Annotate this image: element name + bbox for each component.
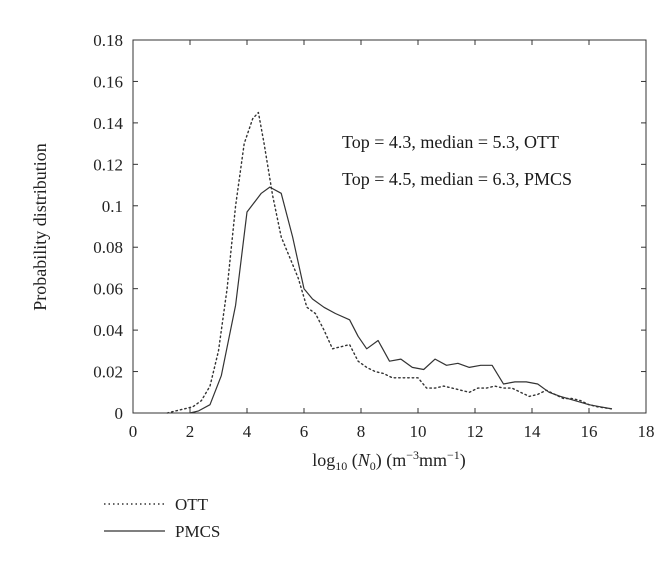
x-tick-label: 6 — [300, 422, 309, 441]
x-tick-label: 8 — [357, 422, 366, 441]
x-axis-title-var: N — [357, 450, 371, 470]
series-line-pmcs — [189, 186, 612, 414]
y-tick-label: 0.02 — [93, 363, 123, 382]
x-tick-label: 0 — [129, 422, 138, 441]
x-tick-label: 16 — [581, 422, 598, 441]
y-tick-labels: 0 0.02 0.04 0.06 0.08 0.1 0.12 0.14 0.16 0.18 — [93, 31, 123, 423]
annotation-ott: Top = 4.3, median = 5.3, OTT — [342, 132, 559, 152]
x-axis-title-close: ) (m — [376, 450, 407, 471]
legend-label-ott: OTT — [175, 495, 209, 514]
x-tick-label: 4 — [243, 422, 252, 441]
series-line-ott — [166, 111, 613, 414]
x-tick-label: 2 — [186, 422, 195, 441]
x-tick-labels: 0 2 4 6 8 10 12 14 16 18 — [129, 422, 655, 441]
y-tick-label: 0 — [115, 404, 124, 423]
y-tick-label: 0.06 — [93, 280, 123, 299]
x-tick-label: 10 — [410, 422, 427, 441]
x-axis-title-sub10: 10 — [335, 459, 347, 473]
y-tick-label: 0.16 — [93, 72, 123, 91]
annotation-pmcs: Top = 4.5, median = 6.3, PMCS — [342, 169, 572, 189]
x-axis-title-mid: mm — [419, 450, 447, 470]
axis-ticks — [132, 39, 647, 414]
series-layer — [166, 111, 613, 414]
x-tick-label: 18 — [638, 422, 655, 441]
plot-frame — [132, 39, 647, 414]
x-axis-title: log10 (N0) (m−3mm−1) — [312, 448, 466, 473]
x-tick-label: 12 — [467, 422, 484, 441]
x-axis-title-var-sub: 0 — [370, 459, 376, 473]
x-axis-title-log: log — [312, 450, 335, 470]
x-axis-title-end: ) — [460, 450, 466, 471]
x-axis-title-open: ( — [347, 450, 358, 471]
y-axis-title: Probability distribution — [30, 143, 50, 311]
x-axis-title-sup2: −1 — [447, 448, 460, 462]
y-tick-label: 0.1 — [102, 197, 123, 216]
x-axis-title-sup1: −3 — [406, 448, 419, 462]
legend-label-pmcs: PMCS — [175, 522, 220, 541]
y-tick-label: 0.04 — [93, 321, 123, 340]
x-tick-label: 14 — [524, 422, 542, 441]
y-tick-label: 0.18 — [93, 31, 123, 50]
legend: OTT PMCS — [104, 495, 220, 541]
y-tick-label: 0.12 — [93, 155, 123, 174]
y-tick-label: 0.14 — [93, 114, 123, 133]
y-tick-label: 0.08 — [93, 238, 123, 257]
